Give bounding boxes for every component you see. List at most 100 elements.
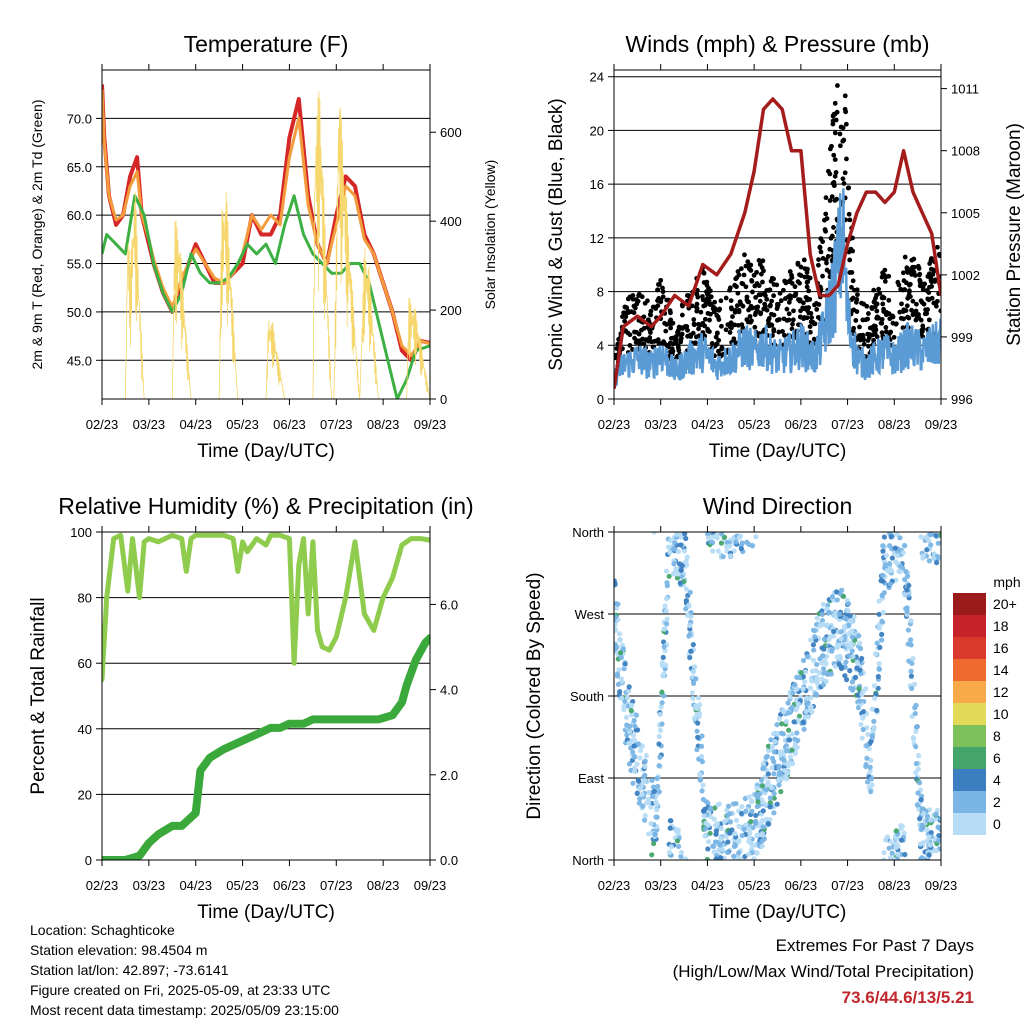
direction-point [636, 778, 642, 784]
direction-point [794, 730, 800, 736]
gust-point [837, 131, 843, 137]
direction-point [894, 835, 900, 842]
direction-point [699, 788, 705, 794]
direction-point [814, 692, 820, 698]
gust-point [853, 318, 859, 323]
legend-swatch [953, 747, 986, 769]
direction-point [850, 653, 856, 660]
x-tick-label: 02/23 [86, 878, 119, 893]
direction-point [876, 666, 882, 672]
direction-point [911, 681, 918, 687]
gust-point [881, 309, 887, 314]
direction-point [845, 601, 852, 607]
gust-point [691, 321, 697, 327]
direction-point [677, 580, 683, 586]
gust-point [712, 299, 718, 305]
gust-point [904, 267, 910, 273]
direction-point [667, 825, 673, 831]
y-axis-label: Direction (Colored By Speed) [524, 572, 545, 819]
direction-point [739, 803, 745, 810]
legend-swatch [953, 593, 986, 615]
direction-point [858, 721, 864, 728]
gust-point [734, 303, 740, 309]
gust-point [873, 327, 879, 333]
gust-point [704, 296, 710, 301]
direction-point [800, 719, 806, 725]
direction-point [697, 771, 703, 777]
gust-point [798, 308, 803, 314]
gust-point [850, 278, 856, 284]
x-tick-label: 06/23 [273, 417, 306, 432]
direction-point [663, 596, 670, 602]
direction-point [793, 697, 799, 703]
direction-point [618, 654, 624, 661]
gust-point [756, 283, 762, 289]
direction-point [743, 822, 749, 828]
chart-temperature: 02/23 03/23 04/23 05/23 06/23 07/23 08/23 09/23… [29, 31, 498, 462]
gust-point [626, 310, 631, 315]
gust-point [702, 333, 708, 339]
direction-point [912, 710, 918, 717]
direction-point [750, 825, 756, 831]
gust-point [679, 312, 685, 318]
gust-point [925, 296, 931, 302]
direction-point [920, 553, 926, 559]
gust-point [696, 326, 701, 332]
recent-timestamp-text: Most recent data timestamp: 2025/05/09 2… [30, 1002, 339, 1018]
direction-point [857, 640, 863, 646]
direction-point [637, 785, 643, 792]
direction-point [859, 735, 865, 741]
gust-point [749, 278, 755, 284]
x-tick-label: 06/23 [273, 878, 306, 893]
direction-point [760, 808, 766, 814]
direction-point [919, 822, 925, 828]
direction-point [683, 586, 690, 592]
gust-point [784, 317, 790, 323]
direction-point [654, 814, 660, 820]
direction-point [875, 685, 881, 691]
gust-point [822, 227, 828, 232]
x-tick-label: 06/23 [785, 878, 818, 893]
direction-point [836, 611, 843, 617]
gust-point [707, 329, 712, 335]
gust-point [845, 185, 851, 191]
gust-point [641, 341, 647, 347]
gust-point [732, 282, 738, 288]
direction-point [620, 646, 626, 652]
gust-point [767, 302, 773, 308]
direction-point [692, 705, 698, 711]
direction-point [775, 777, 781, 783]
direction-point [843, 677, 850, 683]
direction-point [741, 826, 747, 832]
direction-point [757, 791, 763, 797]
direction-point [784, 748, 790, 754]
direction-point [630, 732, 637, 738]
extremes-box: Extremes For Past 7 Days (High/Low/Max W… [673, 933, 974, 1011]
x-tick-label: 03/23 [133, 417, 166, 432]
direction-point [793, 707, 799, 713]
chart-title: Wind Direction [703, 493, 853, 519]
direction-point [628, 712, 635, 718]
direction-point [622, 661, 628, 667]
gust-point [719, 345, 725, 351]
direction-point [703, 820, 709, 826]
direction-point [675, 571, 681, 577]
gust-point [802, 274, 808, 280]
gust-point [928, 275, 933, 281]
legend-swatch [953, 615, 986, 637]
direction-point [796, 713, 803, 719]
gust-point [662, 320, 668, 326]
x-tick-label: 03/23 [644, 417, 677, 432]
direction-point [814, 680, 820, 686]
gust-point [691, 317, 697, 322]
y-tick-label: 24 [590, 70, 604, 85]
direction-point [915, 766, 921, 772]
x-axis-label: Time (Day/UTC) [197, 441, 335, 462]
gust-point [895, 279, 901, 285]
direction-point [776, 764, 782, 771]
x-tick-label: 07/23 [831, 878, 864, 893]
gust-point [865, 338, 871, 343]
direction-point [748, 840, 754, 846]
direction-point [898, 837, 904, 843]
gust-point [842, 106, 848, 112]
